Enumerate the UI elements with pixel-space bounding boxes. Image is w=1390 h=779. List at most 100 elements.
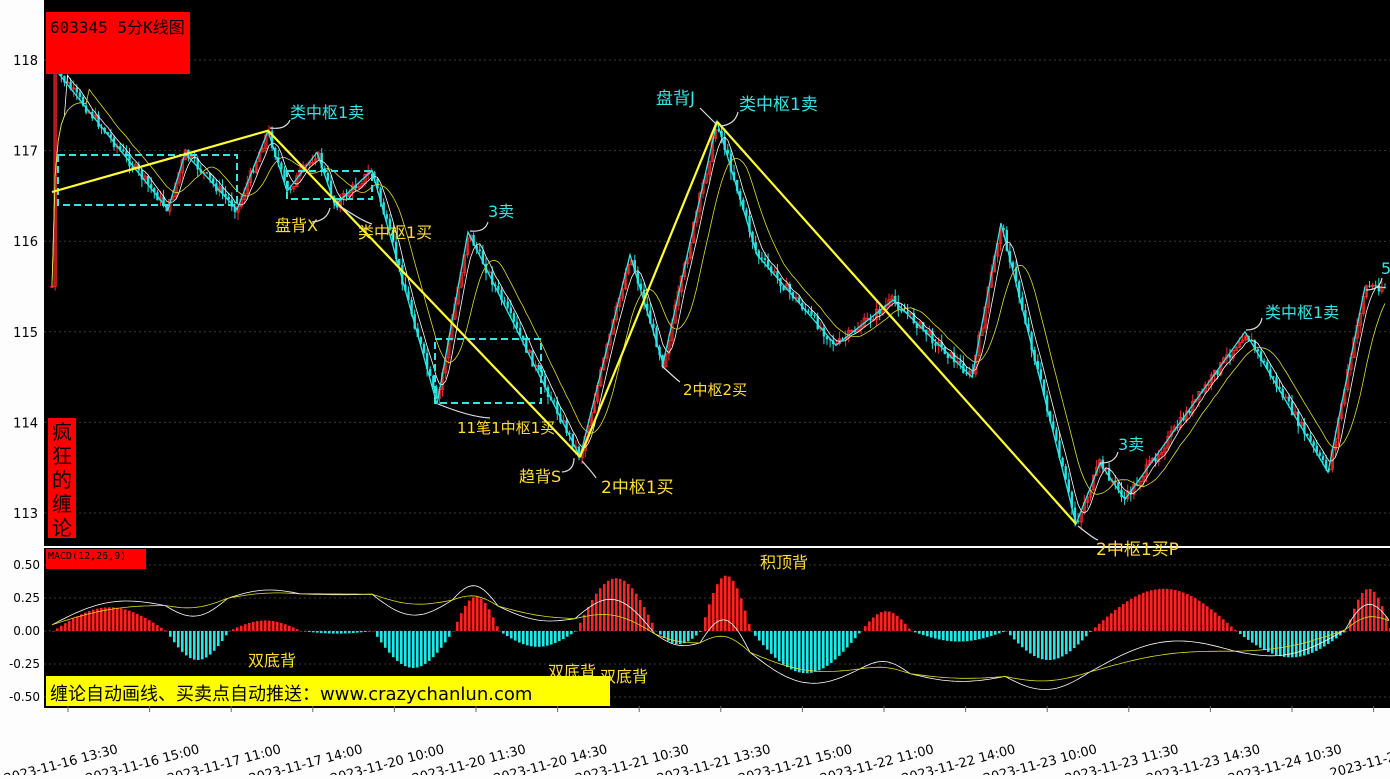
candle-body bbox=[93, 114, 97, 119]
candle-body bbox=[828, 339, 832, 341]
annotation-arrow bbox=[661, 365, 681, 383]
macd-bar bbox=[998, 631, 1001, 634]
macd-bar bbox=[1283, 631, 1286, 657]
candle-body bbox=[841, 338, 844, 340]
macd-bar bbox=[858, 631, 861, 634]
macd-bar bbox=[575, 631, 578, 632]
candle-body bbox=[1011, 262, 1015, 268]
price-annotation: 趋背S bbox=[519, 467, 561, 486]
candle-body bbox=[1318, 452, 1322, 456]
macd-bar bbox=[1349, 619, 1352, 631]
macd-bar bbox=[896, 615, 899, 631]
macd-bar bbox=[312, 631, 315, 633]
macd-bar bbox=[554, 631, 557, 643]
macd-bar bbox=[619, 578, 622, 631]
candle-body bbox=[735, 179, 739, 192]
macd-bar bbox=[1206, 606, 1209, 631]
candle-body bbox=[1107, 468, 1111, 481]
macd-bar bbox=[1090, 631, 1093, 632]
candle-body bbox=[770, 266, 773, 273]
annotation-arrow bbox=[719, 111, 739, 127]
macd-bar bbox=[332, 631, 335, 634]
candle-body bbox=[500, 289, 503, 301]
macd-bar bbox=[587, 607, 590, 631]
candle-body bbox=[221, 186, 224, 194]
macd-bar bbox=[400, 631, 403, 664]
macd-bar bbox=[244, 624, 247, 631]
candle-body bbox=[1076, 520, 1080, 522]
macd-bar bbox=[464, 605, 467, 631]
macd-bar bbox=[514, 631, 517, 641]
macd-bar bbox=[542, 631, 545, 647]
price-annotation: 3卖 bbox=[1118, 435, 1144, 454]
macd-bar bbox=[272, 621, 275, 631]
candle-body bbox=[1033, 349, 1036, 361]
macd-bar bbox=[276, 621, 279, 631]
candle-body bbox=[540, 370, 543, 377]
macd-bar bbox=[766, 631, 769, 650]
candle-body bbox=[1188, 410, 1191, 414]
annotation-arrow bbox=[581, 460, 597, 479]
candle-body bbox=[742, 199, 745, 210]
macd-bar bbox=[372, 631, 375, 632]
macd-bar bbox=[908, 628, 911, 631]
macd-bar bbox=[938, 631, 941, 640]
candle-body bbox=[642, 289, 646, 304]
macd-bar bbox=[740, 598, 743, 631]
candle-body bbox=[376, 178, 379, 189]
macd-bar bbox=[876, 614, 879, 631]
macd-bar bbox=[1002, 631, 1005, 633]
macd-bar bbox=[488, 609, 491, 631]
macd-bar bbox=[492, 617, 495, 631]
macd-bar bbox=[1065, 631, 1068, 655]
macd-bar bbox=[1291, 631, 1294, 658]
candle-body bbox=[1073, 507, 1077, 521]
macd-bar bbox=[460, 613, 463, 631]
candle-body bbox=[1095, 466, 1099, 476]
side-char-1: 疯 bbox=[52, 420, 72, 444]
candle-body bbox=[1237, 342, 1241, 348]
side-char-2: 狂 bbox=[52, 444, 72, 468]
macd-bar bbox=[978, 631, 981, 640]
macd-bar bbox=[671, 631, 674, 643]
candle-body bbox=[825, 336, 829, 340]
macd-bar bbox=[1377, 597, 1380, 631]
candle-body bbox=[270, 131, 274, 148]
candle-body bbox=[69, 81, 72, 90]
candle-body bbox=[1234, 346, 1238, 351]
macd-bar bbox=[64, 623, 67, 631]
macd-bar bbox=[1239, 631, 1242, 635]
candle-body bbox=[81, 96, 85, 106]
candle-body bbox=[1371, 284, 1375, 288]
candle-body bbox=[633, 260, 636, 272]
promo-banner bbox=[46, 676, 610, 706]
macd-bar bbox=[530, 631, 533, 647]
macd-bar bbox=[1247, 631, 1250, 640]
price-annotation: 3卖 bbox=[488, 202, 514, 221]
candle-body bbox=[531, 350, 534, 367]
candle-body bbox=[494, 284, 497, 287]
annotation-arrow bbox=[1099, 451, 1119, 464]
candle-body bbox=[1256, 349, 1260, 352]
macd-bar bbox=[236, 627, 239, 631]
macd-bar bbox=[892, 613, 895, 631]
candle-body bbox=[1374, 285, 1377, 287]
macd-bar bbox=[647, 614, 650, 631]
macd-bar bbox=[60, 625, 63, 631]
macd-bar bbox=[169, 631, 172, 637]
macd-bar bbox=[1226, 622, 1229, 631]
segment-line bbox=[267, 129, 581, 458]
macd-bar bbox=[320, 631, 323, 634]
macd-bar bbox=[380, 631, 383, 643]
macd-bar bbox=[112, 607, 115, 631]
candle-body bbox=[1315, 445, 1318, 453]
candle-body bbox=[1055, 429, 1058, 441]
segment-line bbox=[578, 121, 719, 458]
candle-body bbox=[1377, 285, 1380, 292]
candle-body bbox=[1154, 458, 1157, 462]
macd-bar bbox=[970, 631, 973, 641]
bi-strokes bbox=[54, 68, 1366, 527]
macd-bar bbox=[1162, 588, 1165, 631]
side-char-3: 的 bbox=[52, 468, 72, 492]
